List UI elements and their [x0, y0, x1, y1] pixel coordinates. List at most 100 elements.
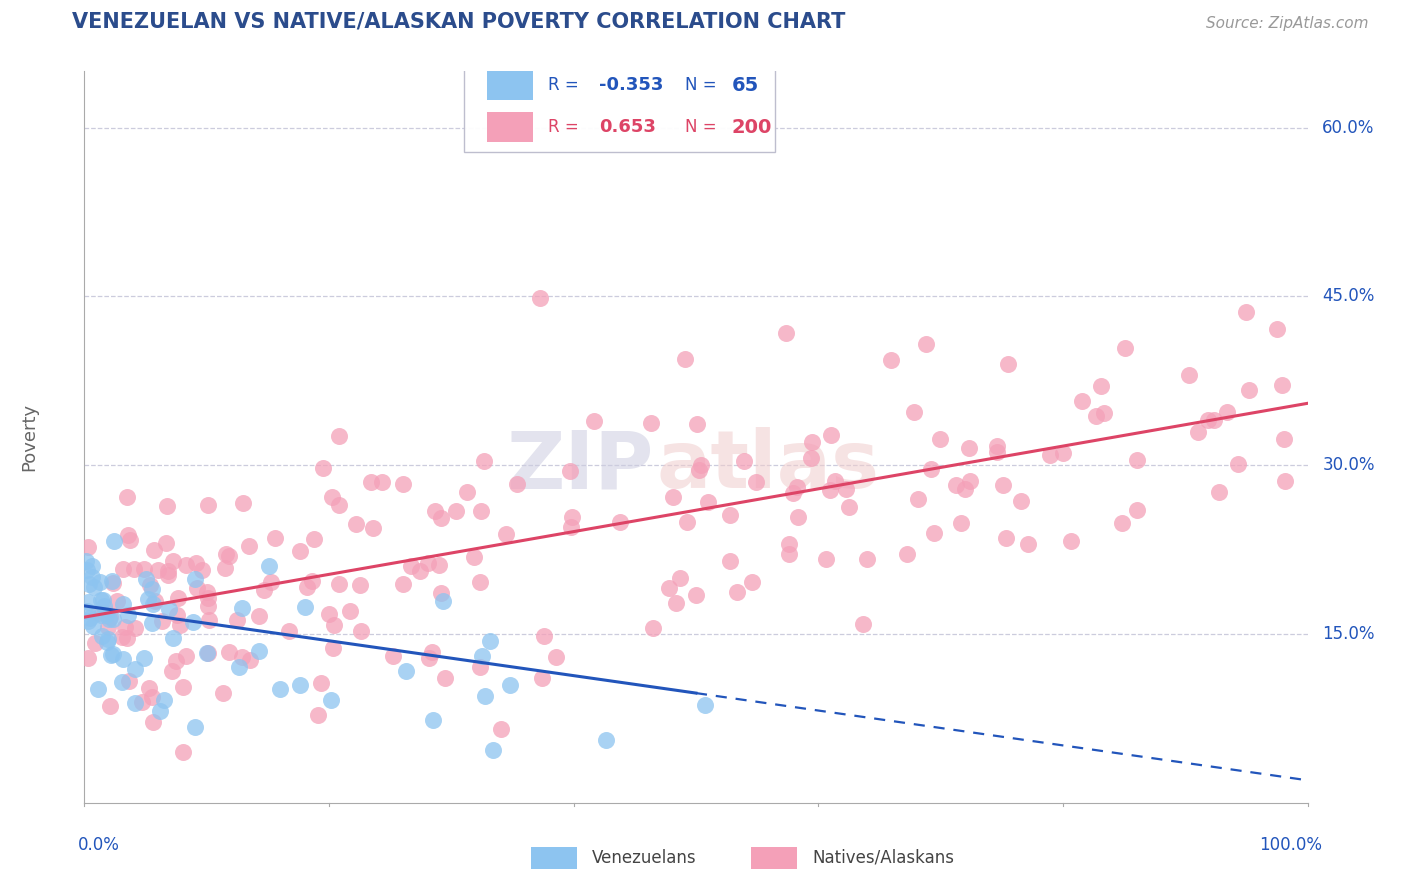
Point	[214, 561, 236, 575]
Point	[1202, 413, 1225, 427]
Text: -0.353: -0.353	[599, 76, 664, 94]
Point	[907, 491, 929, 506]
Point	[1274, 474, 1296, 488]
Point	[1111, 516, 1133, 530]
Point	[142, 597, 165, 611]
Point	[489, 722, 512, 736]
Point	[309, 676, 332, 690]
Point	[111, 675, 134, 690]
Point	[1187, 425, 1209, 440]
Point	[105, 594, 128, 608]
Point	[162, 631, 184, 645]
Point	[350, 624, 373, 638]
Point	[197, 599, 219, 614]
Point	[444, 504, 467, 518]
Text: 45.0%: 45.0%	[1322, 287, 1375, 305]
Point	[433, 671, 456, 685]
Point	[318, 607, 340, 621]
Point	[160, 665, 183, 679]
Point	[429, 586, 451, 600]
Point	[879, 353, 901, 368]
Text: Poverty: Poverty	[20, 403, 38, 471]
Text: R =: R =	[548, 76, 583, 94]
Text: 0.653: 0.653	[599, 118, 657, 136]
Point	[90, 593, 112, 607]
Point	[111, 562, 134, 576]
Point	[76, 604, 98, 618]
Text: 30.0%: 30.0%	[1322, 456, 1375, 475]
Point	[184, 572, 207, 586]
Point	[139, 577, 162, 591]
Point	[470, 504, 492, 518]
Text: 0.0%: 0.0%	[79, 836, 120, 854]
Point	[87, 607, 110, 621]
Point	[76, 540, 98, 554]
Point	[675, 516, 697, 530]
Point	[582, 414, 605, 428]
Point	[725, 584, 748, 599]
Bar	[531, 847, 578, 869]
Point	[231, 601, 253, 615]
Point	[134, 650, 156, 665]
Point	[76, 614, 98, 628]
Point	[922, 526, 945, 541]
Point	[277, 624, 299, 639]
Point	[143, 542, 166, 557]
Point	[100, 648, 122, 662]
Point	[533, 629, 555, 643]
Point	[800, 450, 823, 465]
Point	[361, 521, 384, 535]
Point	[112, 652, 135, 666]
Point	[360, 475, 382, 489]
Point	[228, 660, 250, 674]
Point	[174, 649, 197, 664]
Point	[395, 665, 418, 679]
Point	[124, 696, 146, 710]
Point	[686, 417, 709, 431]
Point	[288, 544, 311, 558]
Point	[94, 608, 117, 623]
Point	[595, 733, 617, 747]
Point	[1237, 383, 1260, 397]
Point	[141, 615, 163, 630]
Point	[786, 510, 808, 524]
Point	[103, 534, 125, 549]
Point	[115, 631, 138, 645]
Point	[416, 556, 439, 570]
Point	[186, 556, 208, 570]
Point	[82, 570, 104, 584]
Point	[157, 602, 180, 616]
Point	[641, 621, 664, 635]
Text: N =: N =	[685, 76, 721, 94]
Point	[231, 649, 253, 664]
Point	[506, 476, 529, 491]
Point	[744, 475, 766, 489]
Point	[824, 474, 846, 488]
Point	[111, 597, 134, 611]
Point	[662, 490, 685, 504]
Point	[172, 745, 194, 759]
Point	[495, 527, 517, 541]
Point	[87, 681, 110, 696]
Point	[560, 465, 582, 479]
Point	[101, 575, 124, 590]
Point	[155, 535, 177, 549]
Point	[294, 600, 316, 615]
Point	[307, 707, 329, 722]
Point	[986, 444, 1008, 458]
Text: 100.0%: 100.0%	[1260, 836, 1322, 854]
Text: N =: N =	[685, 118, 721, 136]
Point	[1010, 493, 1032, 508]
Point	[690, 458, 713, 472]
Point	[321, 692, 343, 706]
Point	[117, 528, 139, 542]
Point	[1126, 502, 1149, 516]
Text: 15.0%: 15.0%	[1322, 625, 1375, 643]
Point	[110, 630, 132, 644]
Point	[432, 594, 454, 608]
Point	[1271, 377, 1294, 392]
Point	[150, 614, 173, 628]
Point	[456, 485, 478, 500]
Point	[1126, 452, 1149, 467]
Point	[815, 552, 838, 566]
